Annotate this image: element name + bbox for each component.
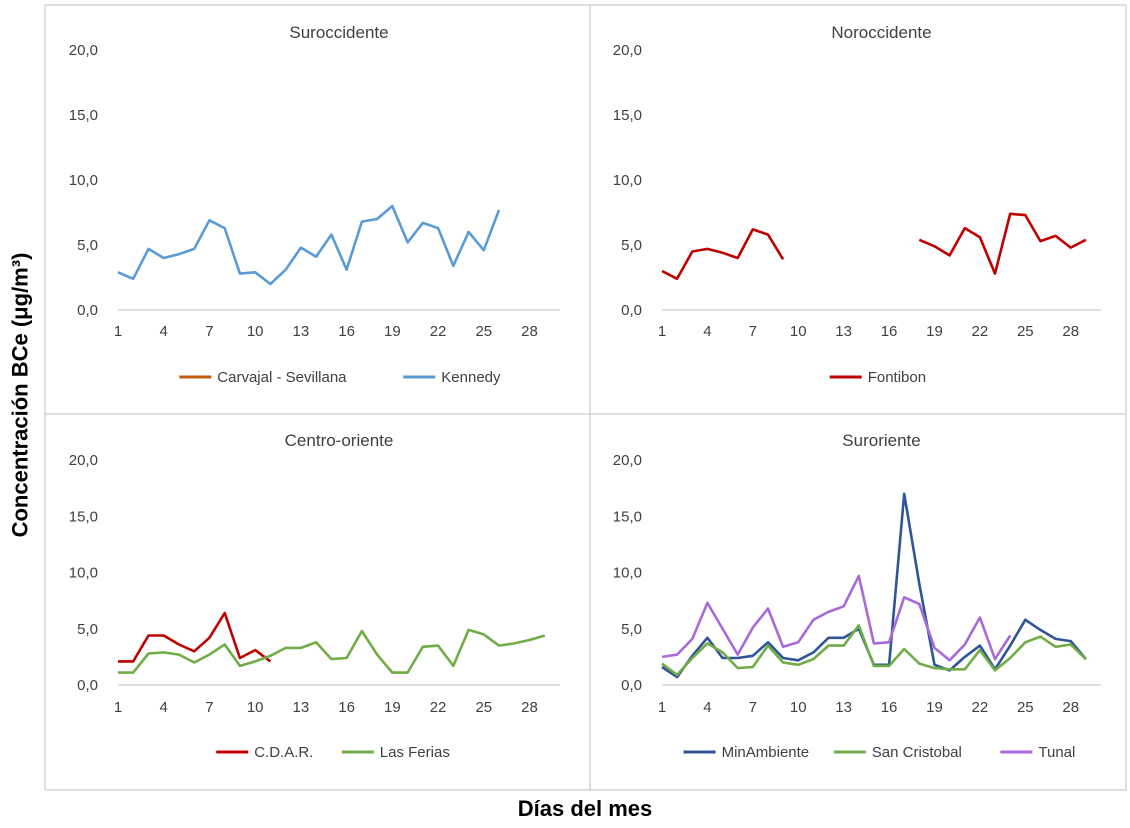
y-tick-label: 0,0 [621, 677, 642, 694]
x-tick-label: 22 [430, 323, 447, 340]
x-tick-label: 28 [1062, 323, 1079, 340]
x-tick-label: 13 [835, 323, 852, 340]
y-tick-label: 15,0 [69, 107, 98, 124]
x-tick-label: 10 [790, 323, 807, 340]
y-tick-label: 5,0 [621, 621, 642, 638]
legend-label: Tunal [1038, 744, 1075, 761]
x-tick-label: 7 [205, 699, 213, 716]
legend-label: Kennedy [441, 369, 501, 386]
y-tick-label: 5,0 [77, 237, 98, 254]
y-tick-label: 5,0 [621, 237, 642, 254]
x-tick-label: 16 [338, 699, 355, 716]
x-tick-label: 1 [114, 323, 122, 340]
y-tick-label: 10,0 [613, 565, 642, 582]
x-tick-label: 10 [790, 699, 807, 716]
chart-panel-3: Suroriente 0,0 5,0 10,0 15,0 20,0 1 4 7 10 13 16 19 2… [613, 431, 1101, 761]
y-tick-label: 0,0 [621, 302, 642, 319]
legend-label: Carvajal - Sevillana [217, 369, 347, 386]
y-tick-label: 20,0 [613, 42, 642, 59]
legend: MinAmbiente San Cristobal Tunal [683, 744, 1075, 761]
legend-label: C.D.A.R. [254, 744, 313, 761]
y-tick-label: 15,0 [613, 107, 642, 124]
legend-label: Fontibon [868, 369, 926, 386]
shared-y-axis-label: Concentración BCe (μg/m³) [2, 115, 38, 675]
x-tick-label: 16 [881, 699, 898, 716]
x-tick-label: 13 [835, 699, 852, 716]
x-tick-label: 16 [881, 323, 898, 340]
y-tick-label: 10,0 [69, 565, 98, 582]
x-tick-label: 28 [521, 323, 538, 340]
y-tick-label: 20,0 [613, 452, 642, 469]
x-tick-label: 28 [521, 699, 538, 716]
chart-title: Suroriente [842, 431, 920, 450]
x-tick-label: 25 [475, 699, 492, 716]
x-tick-label: 10 [247, 699, 264, 716]
x-tick-label: 19 [384, 699, 401, 716]
legend: Fontibon [829, 369, 926, 386]
x-tick-label: 13 [293, 323, 310, 340]
chart-title: Noroccidente [831, 23, 931, 42]
chart-panel-1: Noroccidente 0,0 5,0 10,0 15,0 20,0 1 4 7 10 13 16 1… [613, 23, 1101, 386]
figure-border [44, 4, 1127, 791]
legend-label: Las Ferias [380, 744, 450, 761]
shared-x-axis-label: Días del mes [517, 796, 653, 821]
x-tick-label: 25 [1017, 323, 1034, 340]
legend-label: MinAmbiente [722, 744, 810, 761]
x-tick-label: 22 [972, 323, 989, 340]
series-line-fontibon [661, 212, 1087, 281]
series-line-las-ferias [118, 628, 546, 674]
x-tick-label: 1 [658, 699, 666, 716]
chart-panel-0: Suroccidente 0,0 5,0 10,0 15,0 20,0 1 4 7 10 13 16 1… [69, 23, 560, 386]
y-tick-label: 0,0 [77, 677, 98, 694]
y-tick-label: 15,0 [613, 508, 642, 525]
chart-panel-2: Centro-oriente 0,0 5,0 10,0 15,0 20,0 1 4 7 10 13 1… [69, 431, 560, 761]
x-tick-label: 7 [749, 699, 757, 716]
chart-title: Centro-oriente [285, 431, 394, 450]
series-line-tunal [661, 574, 1012, 662]
x-tick-label: 4 [160, 699, 168, 716]
y-tick-label: 15,0 [69, 508, 98, 525]
x-tick-label: 10 [247, 323, 264, 340]
x-tick-label: 25 [475, 323, 492, 340]
x-tick-label: 13 [293, 699, 310, 716]
x-tick-label: 22 [972, 699, 989, 716]
y-tick-label: 5,0 [77, 621, 98, 638]
y-tick-label: 20,0 [69, 452, 98, 469]
series-line-c-d-a-r- [118, 611, 272, 663]
legend: C.D.A.R. Las Ferias [216, 744, 450, 761]
x-tick-label: 7 [205, 323, 213, 340]
x-tick-label: 4 [160, 323, 168, 340]
x-tick-label: 19 [926, 323, 943, 340]
legend-label: San Cristobal [872, 744, 962, 761]
x-tick-label: 16 [338, 323, 355, 340]
x-tick-label: 28 [1062, 699, 1079, 716]
x-tick-label: 1 [658, 323, 666, 340]
x-tick-label: 19 [384, 323, 401, 340]
x-tick-label: 19 [926, 699, 943, 716]
legend: Carvajal - Sevillana Kennedy [179, 369, 501, 386]
series-line-minambiente [661, 492, 1087, 679]
x-tick-label: 25 [1017, 699, 1034, 716]
series-line-kennedy [117, 204, 501, 286]
x-tick-label: 4 [703, 323, 711, 340]
x-tick-label: 22 [430, 699, 447, 716]
x-tick-label: 7 [749, 323, 757, 340]
chart-title: Suroccidente [289, 23, 388, 42]
x-tick-label: 4 [703, 699, 711, 716]
y-tick-label: 10,0 [69, 172, 98, 189]
x-tick-label: 1 [114, 699, 122, 716]
y-tick-label: 0,0 [77, 302, 98, 319]
y-axis-label-text: Concentración BCe (μg/m³) [7, 252, 32, 538]
y-tick-label: 20,0 [69, 42, 98, 59]
series-line-san-cristobal [661, 624, 1087, 677]
y-tick-label: 10,0 [613, 172, 642, 189]
